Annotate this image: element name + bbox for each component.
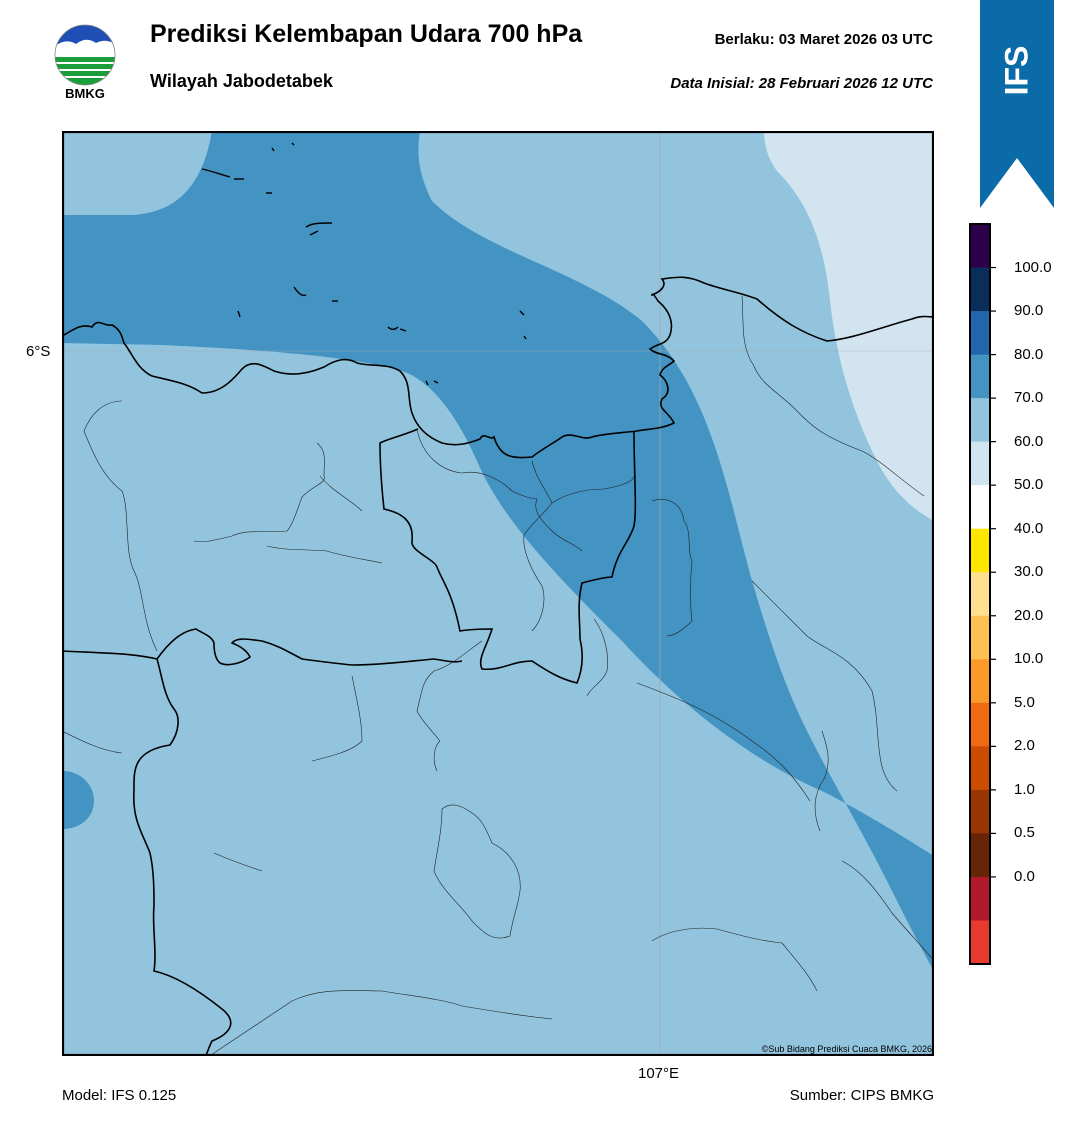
colorbar-tick-label: 1.0 [1014,780,1035,798]
colorbar-swatch [970,528,990,573]
copyright-text: ©Sub Bidang Prediksi Cuaca BMKG, 2026 [761,1044,932,1054]
region-subtitle: Wilayah Jabodetabek [150,71,333,91]
colorbar-swatches [970,224,990,965]
colorbar-frame [969,223,991,965]
colorbar-tick-label: 100.0 [1014,258,1052,276]
humidity-zone-50-60 [764,131,934,521]
colorbar-swatch [970,441,990,486]
longitude-label: 107°E [638,1065,680,1082]
colorbar-tick-label: 50.0 [1014,476,1044,494]
colorbar-tick-label: 80.0 [1014,345,1044,363]
colorbar-swatch [970,876,990,921]
colorbar-tick-label: 0.5 [1014,824,1035,842]
humidity-zone-70-80-west [62,771,94,829]
map-frame [62,131,934,1056]
colorbar-tick-label: 90.0 [1014,302,1044,320]
logo-text: BMKG [65,86,105,101]
ifs-ribbon-label: IFS [980,30,1054,108]
colorbar-swatch [970,311,990,356]
colorbar-swatch [970,833,990,878]
colorbar-tick-label: 40.0 [1014,519,1044,537]
humidity-map [62,131,934,1056]
colorbar-swatch [970,485,990,530]
colorbar-tick-label: 20.0 [1014,606,1044,624]
islands [201,142,527,386]
latitude-label: 6°S [26,343,51,360]
colorbar-tick-label: 5.0 [1014,693,1035,711]
colorbar-swatch [970,789,990,834]
colorbar [969,223,996,965]
regency-boundaries [62,295,934,1056]
colorbar-swatch [970,354,990,399]
model-badge-text: IFS [998,45,1035,96]
colorbar-tick-label: 0.0 [1014,867,1035,885]
source-label: Sumber: CIPS BMKG [789,1087,934,1104]
colorbar-swatch [970,398,990,443]
colorbar-tick-label: 70.0 [1014,389,1044,407]
humidity-zone-70-80 [62,131,934,971]
colorbar-swatch [970,659,990,704]
colorbar-tick-label: 2.0 [1014,737,1035,755]
valid-time: Berlaku: 03 Maret 2026 03 UTC [714,31,933,48]
model-label: Model: IFS 0.125 [62,1087,177,1104]
colorbar-swatch [970,572,990,617]
colorbar-swatch [970,615,990,660]
chart-title: Prediksi Kelembapan Udara 700 hPa [150,20,583,48]
colorbar-tick-label: 60.0 [1014,432,1044,450]
colorbar-tick-label: 10.0 [1014,650,1044,668]
colorbar-swatch [970,920,990,965]
ifs-ribbon [980,0,1054,208]
province-boundaries [62,428,637,1056]
bmkg-logo-icon [54,24,116,86]
colorbar-swatch [970,224,990,269]
colorbar-tick-label: 30.0 [1014,563,1044,581]
initial-data-time: Data Inisial: 28 Februari 2026 12 UTC [670,75,933,92]
colorbar-swatch [970,702,990,747]
colorbar-swatch [970,746,990,791]
colorbar-swatch [970,267,990,312]
coastline [62,276,934,459]
